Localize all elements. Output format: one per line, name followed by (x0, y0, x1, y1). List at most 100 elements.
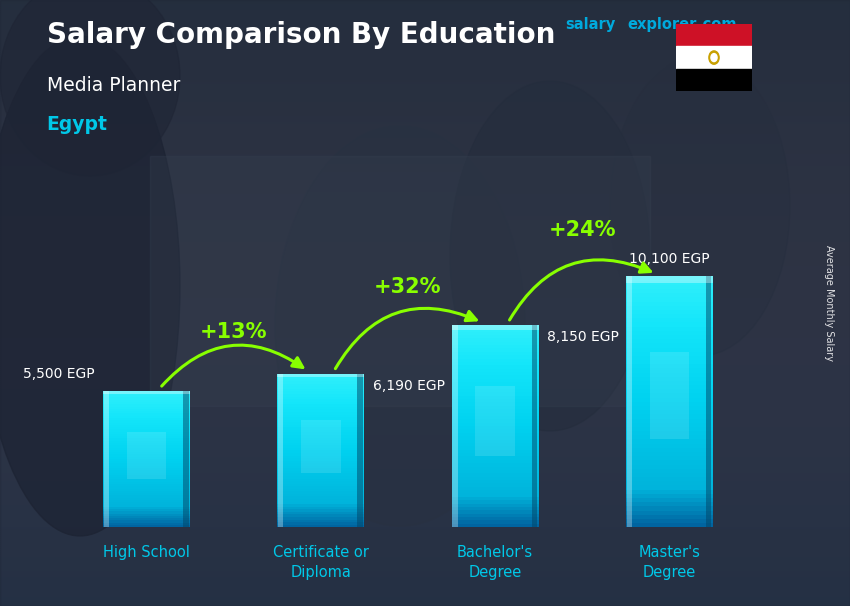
Bar (0, 102, 850, 104)
Bar (626, 435, 713, 439)
Bar (0, 472, 850, 474)
Bar (0, 316, 850, 318)
Bar (451, 467, 539, 470)
Bar (277, 389, 365, 391)
Bar (0, 436, 850, 438)
Bar (0, 582, 850, 584)
Bar (451, 335, 539, 338)
Bar (0, 56, 850, 58)
Bar (0, 386, 850, 388)
Bar (103, 468, 190, 470)
Bar (0, 270, 850, 272)
Bar (626, 452, 713, 456)
Bar (0, 388, 850, 390)
Bar (0, 52, 850, 54)
Bar (103, 521, 190, 522)
Text: 10,100 EGP: 10,100 EGP (629, 253, 710, 267)
Bar (626, 398, 713, 402)
Bar (103, 407, 190, 409)
Bar (0, 450, 850, 452)
Text: High School: High School (104, 545, 190, 560)
Bar (0, 212, 850, 214)
Bar (0, 506, 850, 508)
Bar (0, 218, 850, 220)
Bar (0, 432, 850, 434)
Bar (0, 116, 850, 118)
Bar (626, 318, 713, 322)
Text: Egypt: Egypt (47, 115, 108, 134)
Bar (626, 448, 713, 452)
Bar (277, 502, 365, 504)
Bar (0, 184, 850, 186)
Bar (0, 166, 850, 168)
Bar (103, 411, 190, 413)
Bar (103, 504, 190, 507)
Bar (0, 604, 850, 606)
Bar (0, 72, 850, 74)
Bar (0, 474, 850, 476)
Bar (451, 463, 539, 467)
Bar (0, 76, 850, 78)
Bar (0, 540, 850, 542)
Bar (0, 318, 850, 320)
Bar (0, 84, 850, 86)
Bar (0, 340, 850, 342)
Bar (626, 385, 713, 389)
Bar (0, 596, 850, 598)
Bar (0, 134, 850, 136)
Bar (0, 30, 850, 32)
Bar (0, 442, 850, 444)
Bar (0, 588, 850, 590)
Bar (626, 360, 713, 364)
Bar (0, 402, 850, 404)
Bar (626, 302, 713, 305)
Text: +24%: +24% (548, 221, 616, 241)
Bar (451, 484, 539, 487)
Bar (0, 96, 850, 98)
Bar (0, 312, 850, 314)
Bar (277, 419, 365, 422)
Bar (0, 158, 850, 160)
Bar (0, 46, 850, 48)
Bar (103, 498, 190, 500)
Bar (0, 266, 850, 268)
Bar (0, 514, 850, 516)
Bar (0, 538, 850, 540)
Bar (451, 365, 539, 368)
Bar (0, 412, 850, 414)
Bar (103, 457, 190, 459)
Bar (0, 238, 850, 240)
Bar (277, 489, 365, 491)
Bar (0, 254, 850, 256)
Bar (103, 445, 190, 448)
Bar (0, 366, 850, 368)
Bar (451, 331, 539, 335)
Bar (103, 448, 190, 450)
Bar (0, 288, 850, 290)
Bar (0, 284, 850, 286)
Bar (451, 416, 539, 419)
Bar (103, 450, 190, 452)
Bar (0, 448, 850, 450)
Bar (0, 20, 850, 22)
Bar (0, 564, 850, 566)
Bar (626, 410, 713, 415)
Bar (451, 396, 539, 399)
Bar (277, 458, 365, 461)
Bar (0, 256, 850, 258)
Bar (0, 574, 850, 576)
Bar (0, 136, 850, 138)
Bar (0, 420, 850, 422)
Bar (0, 500, 850, 502)
Bar (626, 305, 713, 310)
Bar (277, 512, 365, 514)
Bar (0, 396, 850, 398)
Bar (103, 420, 190, 422)
Bar (0, 330, 850, 332)
Bar (0, 492, 850, 494)
Bar (0, 272, 850, 274)
Bar (0, 502, 850, 504)
Circle shape (711, 53, 717, 62)
Bar (451, 422, 539, 426)
Bar (0, 504, 850, 506)
